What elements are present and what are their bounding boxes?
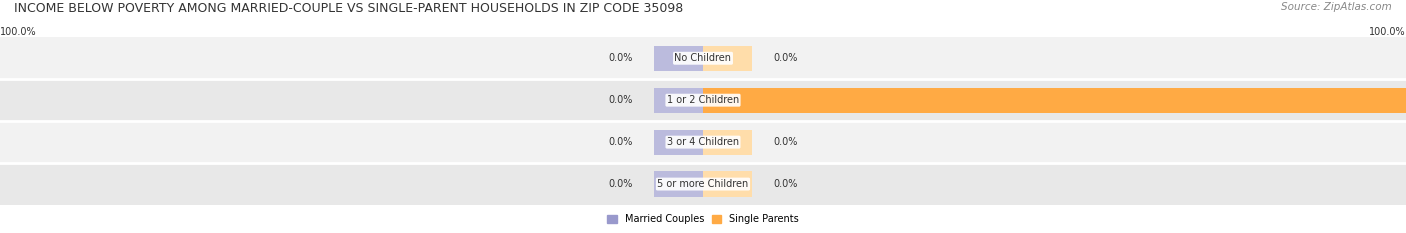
Bar xyxy=(703,130,752,155)
Bar xyxy=(654,171,703,197)
Text: 1 or 2 Children: 1 or 2 Children xyxy=(666,95,740,105)
Text: 0.0%: 0.0% xyxy=(773,137,797,147)
Bar xyxy=(654,46,703,71)
Text: 0.0%: 0.0% xyxy=(609,179,633,189)
Bar xyxy=(0,37,1406,79)
Text: INCOME BELOW POVERTY AMONG MARRIED-COUPLE VS SINGLE-PARENT HOUSEHOLDS IN ZIP COD: INCOME BELOW POVERTY AMONG MARRIED-COUPL… xyxy=(14,2,683,15)
Bar xyxy=(654,130,703,155)
Bar xyxy=(703,88,1406,113)
Legend: Married Couples, Single Parents: Married Couples, Single Parents xyxy=(603,210,803,228)
Text: No Children: No Children xyxy=(675,53,731,63)
Bar xyxy=(703,46,752,71)
Text: 100.0%: 100.0% xyxy=(1369,27,1406,37)
Text: 3 or 4 Children: 3 or 4 Children xyxy=(666,137,740,147)
Text: 0.0%: 0.0% xyxy=(773,53,797,63)
Text: 0.0%: 0.0% xyxy=(609,95,633,105)
Text: 0.0%: 0.0% xyxy=(609,137,633,147)
Bar xyxy=(0,163,1406,205)
Bar xyxy=(703,171,752,197)
Bar xyxy=(654,88,703,113)
Text: Source: ZipAtlas.com: Source: ZipAtlas.com xyxy=(1281,2,1392,12)
Bar xyxy=(0,121,1406,163)
Text: 100.0%: 100.0% xyxy=(0,27,37,37)
Bar xyxy=(0,79,1406,121)
Text: 5 or more Children: 5 or more Children xyxy=(658,179,748,189)
Text: 0.0%: 0.0% xyxy=(609,53,633,63)
Text: 0.0%: 0.0% xyxy=(773,179,797,189)
